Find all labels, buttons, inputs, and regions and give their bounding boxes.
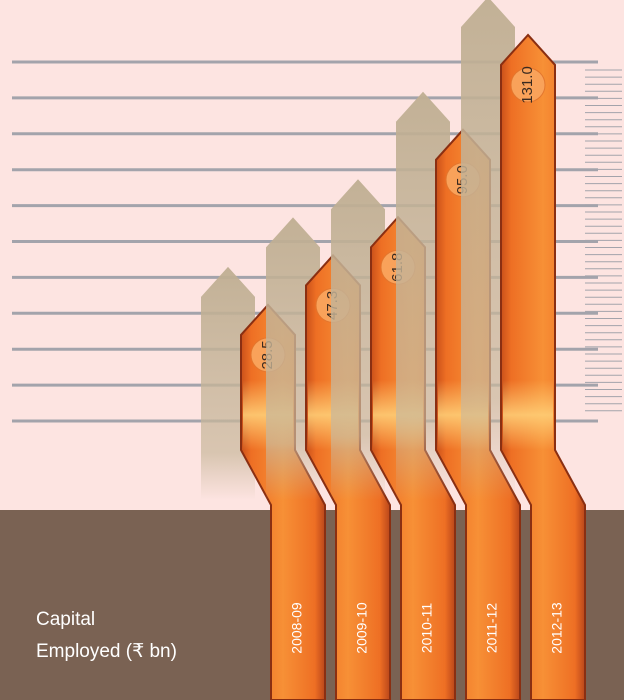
value-badge [510, 67, 546, 103]
x-tick-label: 2012-13 [549, 602, 565, 654]
x-tick-label: 2011-12 [484, 603, 500, 654]
chart-title: Capital Employed (₹ bn) [36, 609, 177, 662]
x-tick-label: 2008-09 [289, 602, 305, 654]
x-tick-label: 2009-10 [354, 602, 370, 654]
x-tick-label: 2010-11 [419, 603, 435, 654]
bar-glow [503, 380, 553, 450]
value-label: 131.0 [519, 66, 536, 104]
bar [500, 33, 586, 700]
